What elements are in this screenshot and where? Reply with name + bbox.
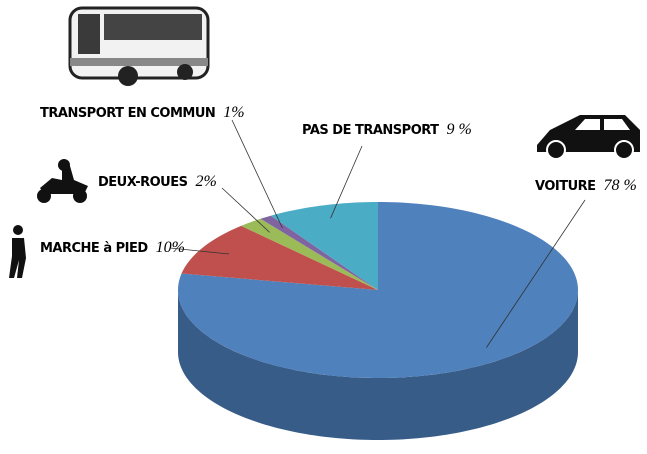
category-label: TRANSPORT EN COMMUN <box>40 106 215 121</box>
value-label: 10% <box>156 239 185 256</box>
value-label: 9 % <box>447 121 472 138</box>
leader-line <box>232 120 282 228</box>
chart: VOITURE 78 % MARCHE à PIED 10% DEUX-ROUES 2% T… <box>0 0 647 454</box>
category-label: MARCHE à PIED <box>40 241 148 256</box>
category-label: VOITURE <box>535 179 596 194</box>
scooter-icon <box>37 159 88 203</box>
car-icon <box>537 115 640 159</box>
bus-icon <box>70 8 208 86</box>
category-label: DEUX-ROUES <box>98 175 188 190</box>
value-label: 2% <box>195 173 216 190</box>
category-label: PAS DE TRANSPORT <box>302 123 439 138</box>
value-label: 78 % <box>604 177 637 194</box>
walker-icon <box>9 225 26 278</box>
value-label: 1% <box>223 104 244 121</box>
